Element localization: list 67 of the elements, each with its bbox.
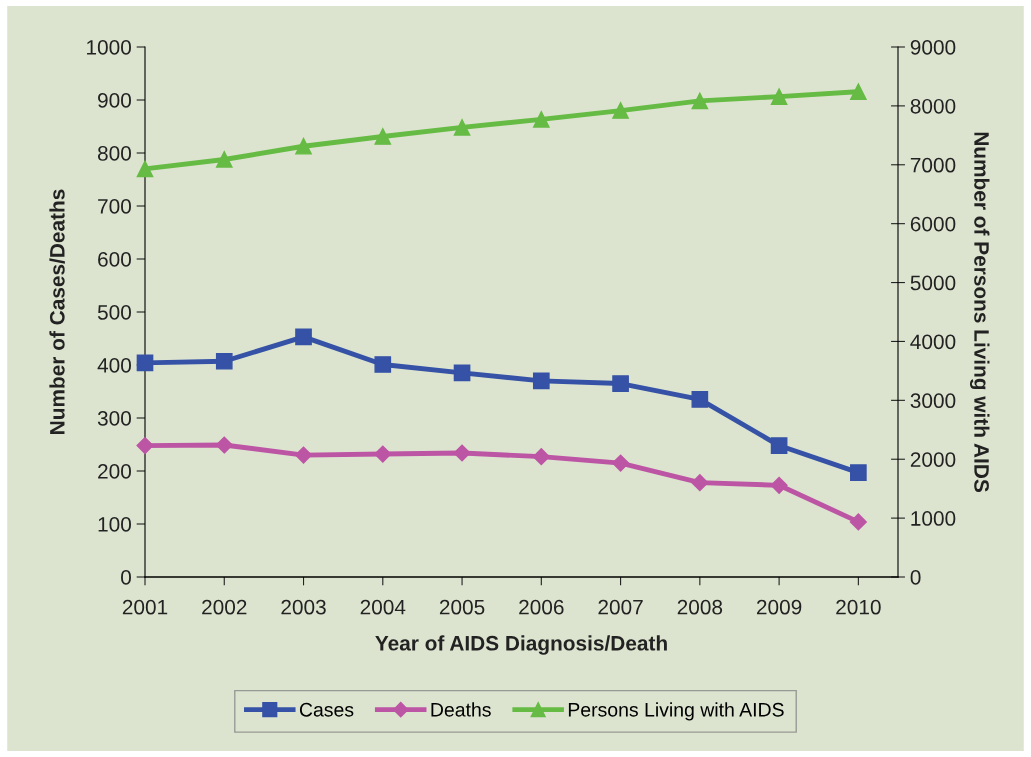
point <box>215 352 233 370</box>
y2-tick-label: 5000 <box>910 275 956 291</box>
point <box>453 444 471 462</box>
point <box>612 454 630 472</box>
point <box>136 437 154 455</box>
point <box>215 151 233 168</box>
point <box>532 111 550 128</box>
y-tick-label: 700 <box>98 199 131 214</box>
point <box>770 88 788 105</box>
x-tick-label: 2003 <box>281 599 326 615</box>
x-tick-label: 2002 <box>202 599 247 615</box>
point <box>374 128 392 145</box>
y2-axis-title: Number of Persons Living with AIDS <box>969 132 990 492</box>
y-tick-label: 100 <box>98 517 131 532</box>
x-tick-label: 2006 <box>519 599 564 615</box>
y2-tick-label: 2000 <box>910 452 956 467</box>
point <box>612 375 629 392</box>
point <box>294 446 313 464</box>
y2-tick-label: 6000 <box>910 216 956 232</box>
point <box>295 137 312 155</box>
y-tick-label: 200 <box>98 464 131 479</box>
point <box>612 102 629 119</box>
y2-tick-label: 8000 <box>910 98 956 114</box>
point <box>691 92 709 110</box>
point <box>453 364 471 382</box>
x-tick-label: 2008 <box>677 599 723 615</box>
legend-label: Cases <box>299 702 354 717</box>
y-tick-label: 300 <box>97 411 131 426</box>
legend-label: Persons Living with AIDS <box>568 702 784 721</box>
point <box>532 372 550 390</box>
y2-tick-label: 0 <box>910 570 921 585</box>
x-tick-label: 2009 <box>756 599 802 615</box>
point <box>453 118 471 136</box>
x-tick-label: 2010 <box>836 599 881 615</box>
point <box>532 448 550 466</box>
x-tick-label: 2001 <box>122 599 168 615</box>
point <box>849 513 867 531</box>
x-tick-label: 2004 <box>360 599 406 615</box>
y-tick-label: 1000 <box>87 40 131 55</box>
point <box>374 356 392 373</box>
point <box>770 437 788 454</box>
y2-tick-label: 4000 <box>910 334 956 350</box>
point <box>136 160 154 178</box>
point <box>850 464 867 481</box>
x-tick-label: 2005 <box>439 599 485 615</box>
y-axis-title: Number of Cases/Deaths <box>49 189 65 434</box>
x-tick-label: 2007 <box>598 599 643 615</box>
x-axis-title: Year of AIDS Diagnosis/Death <box>375 635 667 655</box>
legend-label: Deaths <box>431 702 491 717</box>
point <box>850 83 867 100</box>
point <box>136 354 154 372</box>
y2-tick-label: 1000 <box>911 511 956 526</box>
y-tick-label: 600 <box>98 252 131 267</box>
y2-tick-label: 7000 <box>910 157 956 173</box>
y2-tick-label: 9000 <box>910 40 956 55</box>
point <box>691 391 709 408</box>
y-tick-label: 900 <box>98 93 131 108</box>
y2-tick-label: 3000 <box>910 393 956 409</box>
y-tick-label: 400 <box>97 358 131 373</box>
point <box>770 476 788 494</box>
point <box>374 445 392 463</box>
point <box>215 436 233 454</box>
y-tick-label: 500 <box>97 305 131 320</box>
y-tick-label: 0 <box>121 570 131 585</box>
point <box>691 474 709 492</box>
y-tick-label: 800 <box>97 146 131 161</box>
point <box>295 328 312 346</box>
